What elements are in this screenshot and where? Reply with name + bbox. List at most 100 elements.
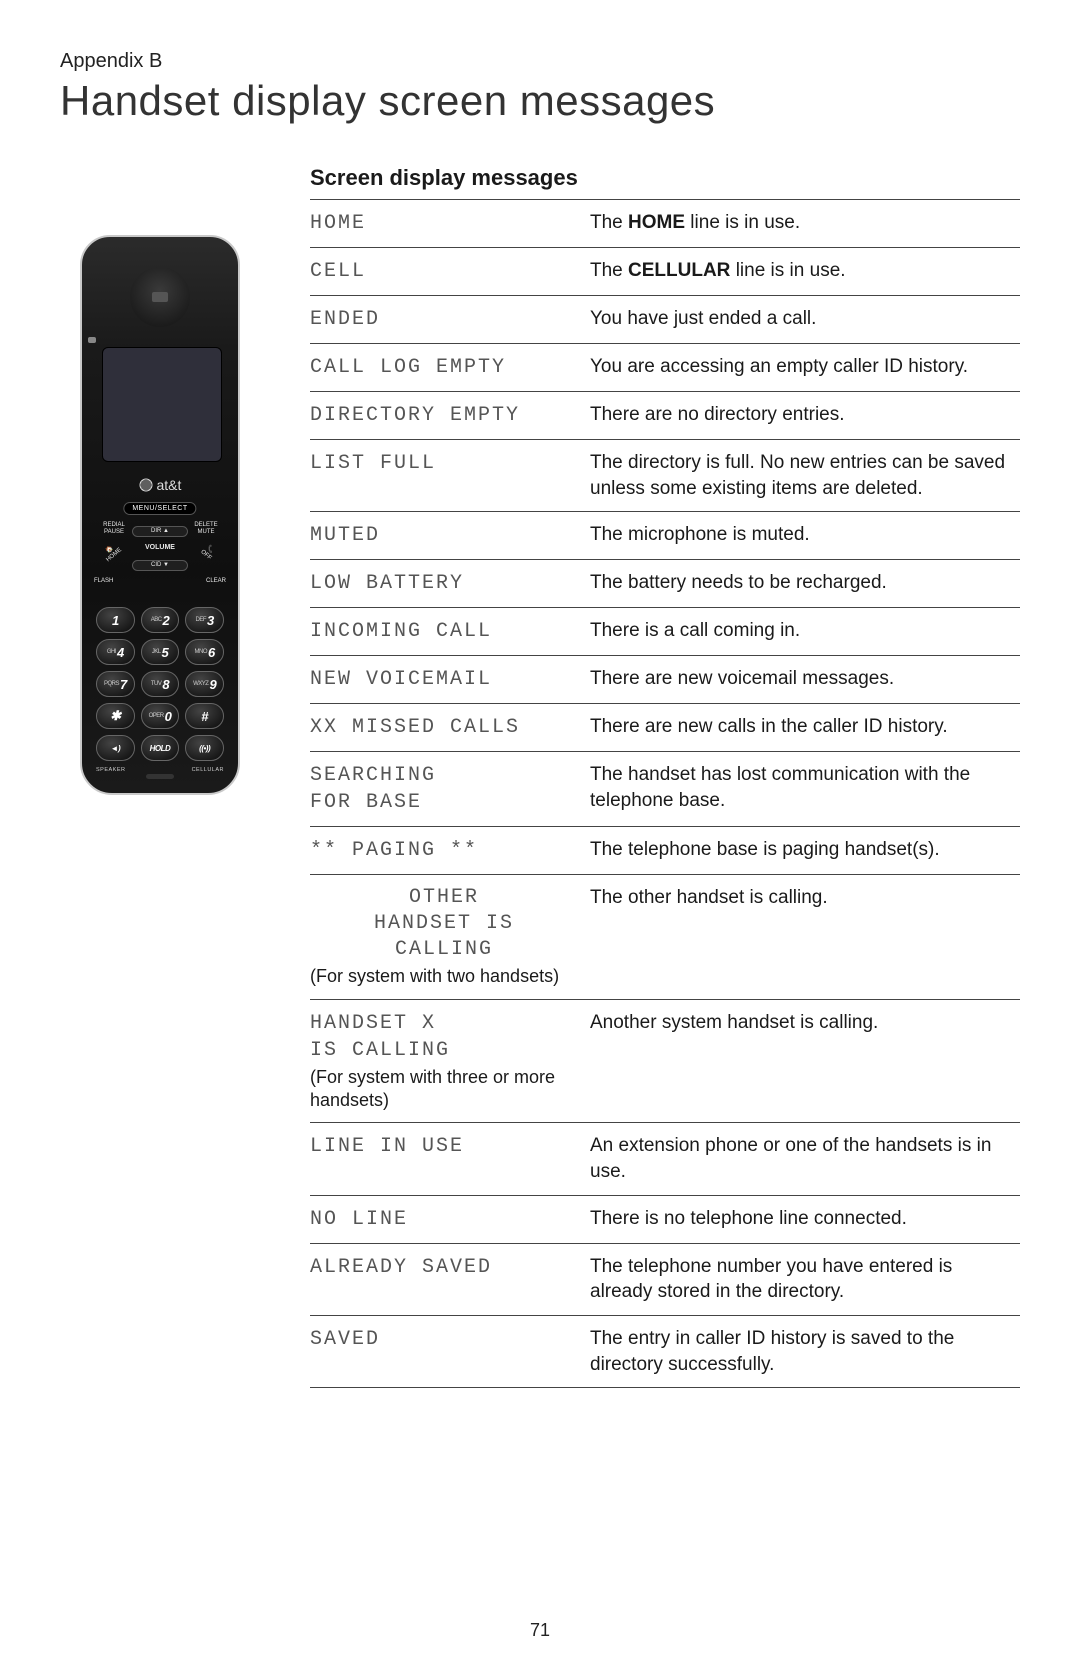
lcd-text: LIST FULL: [310, 452, 436, 475]
lcd-text: XX MISSED CALLS: [310, 716, 520, 739]
table-row: CELL The CELLULAR line is in use.: [310, 248, 1020, 296]
lcd-message-cell: LIST FULL: [310, 440, 590, 512]
section-title: Screen display messages: [310, 165, 1020, 191]
description-cell: The other handset is calling.: [590, 875, 1020, 999]
description-cell: The directory is full. No new entries ca…: [590, 440, 1020, 512]
brand-text: at&t: [156, 477, 181, 493]
messages-table: HOME The HOME line is in use. CELL The CELL…: [310, 199, 1020, 1388]
table-row: LINE IN USEAn extension phone or one of …: [310, 1123, 1020, 1195]
keypad-key-0: 1: [96, 607, 135, 633]
description-cell: The battery needs to be recharged.: [590, 560, 1020, 608]
lcd-message-cell: MUTED: [310, 512, 590, 560]
keypad-key-10: OPER0: [141, 703, 180, 729]
lcd-message-cell: HANDSET XIS CALLING(For system with thre…: [310, 999, 590, 1123]
lcd-text: HOME: [310, 212, 366, 235]
description-cell: There are new calls in the caller ID his…: [590, 704, 1020, 752]
led-icon: [88, 337, 96, 343]
handset-screen: [102, 347, 222, 462]
nav-flash: FLASH: [94, 578, 113, 585]
description-cell: There are no directory entries.: [590, 392, 1020, 440]
description-cell: The CELLULAR line is in use.: [590, 248, 1020, 296]
lcd-message-cell: SAVED: [310, 1316, 590, 1388]
keypad-key-13: HOLD: [141, 735, 180, 761]
lcd-text: MUTED: [310, 524, 380, 547]
lcd-message-cell: CELL: [310, 248, 590, 296]
lcd-message-cell: LOW BATTERY: [310, 560, 590, 608]
description-cell: There is no telephone line connected.: [590, 1195, 1020, 1243]
table-row: CALL LOG EMPTY You are accessing an empty…: [310, 344, 1020, 392]
nav-delete-mute: DELETE MUTE: [186, 522, 226, 535]
lcd-message-cell: ENDED: [310, 296, 590, 344]
lcd-text: DIRECTORY EMPTY: [310, 404, 520, 427]
lcd-message-cell: NO LINE: [310, 1195, 590, 1243]
description-cell: There are new voicemail messages.: [590, 656, 1020, 704]
lcd-message-cell: NEW VOICEMAIL: [310, 656, 590, 704]
table-row: OTHERHANDSET ISCALLING(For system with t…: [310, 875, 1020, 999]
keypad-key-9: ✱: [96, 703, 135, 729]
table-row: HOME The HOME line is in use.: [310, 200, 1020, 248]
description-cell: The handset has lost communication with …: [590, 752, 1020, 827]
lcd-text: NEW VOICEMAIL: [310, 668, 492, 691]
table-row: ENDEDYou have just ended a call.: [310, 296, 1020, 344]
menu-select-button: MENU/SELECT: [123, 502, 196, 515]
keypad-key-3: GHI4: [96, 639, 135, 665]
nav-redial-pause: REDIAL PAUSE: [94, 522, 134, 535]
keypad-key-1: ABC2: [141, 607, 180, 633]
description-cell: The microphone is muted.: [590, 512, 1020, 560]
page-number: 71: [530, 1620, 550, 1641]
description-cell: You have just ended a call.: [590, 296, 1020, 344]
keypad-key-4: JKL5: [141, 639, 180, 665]
lcd-text: LOW BATTERY: [310, 572, 464, 595]
handset-body: at&t MENU/SELECT REDIAL PAUSE DELETE MUT…: [80, 235, 240, 795]
nav-cid-down: CID ▼: [132, 560, 188, 571]
lcd-text: ALREADY SAVED: [310, 1256, 492, 1279]
description-cell: The telephone base is paging handset(s).: [590, 827, 1020, 875]
key-bottom-labels: SPEAKER CELLULAR: [96, 767, 224, 773]
messages-column: Screen display messages HOME The HOME lin…: [310, 165, 1020, 1388]
lcd-message-cell: ** PAGING **: [310, 827, 590, 875]
lcd-text: HANDSET XIS CALLING: [310, 1012, 450, 1062]
description-cell: The telephone number you have entered is…: [590, 1243, 1020, 1315]
table-row: ** PAGING **The telephone base is paging…: [310, 827, 1020, 875]
handset-column: at&t MENU/SELECT REDIAL PAUSE DELETE MUT…: [60, 165, 260, 795]
nav-volume: VOLUME: [132, 544, 188, 552]
lcd-text: CELL: [310, 260, 366, 283]
keypad-key-14: ((•)): [185, 735, 224, 761]
lcd-text: CALL LOG EMPTY: [310, 356, 506, 379]
lcd-text: NO LINE: [310, 1208, 408, 1231]
table-row: MUTED The microphone is muted.: [310, 512, 1020, 560]
nav-dir-up: DIR ▲: [132, 526, 188, 537]
lcd-message-cell: ALREADY SAVED: [310, 1243, 590, 1315]
description-cell: There is a call coming in.: [590, 608, 1020, 656]
nav-clear: CLEAR: [206, 578, 226, 585]
table-row: NEW VOICEMAIL There are new voicemail mes…: [310, 656, 1020, 704]
lcd-text: SAVED: [310, 1328, 380, 1351]
lcd-message-cell: XX MISSED CALLS: [310, 704, 590, 752]
lcd-message-cell: SEARCHINGFOR BASE: [310, 752, 590, 827]
description-cell: An extension phone or one of the handset…: [590, 1123, 1020, 1195]
lcd-message-cell: CALL LOG EMPTY: [310, 344, 590, 392]
keypad: 1ABC2DEF3GHI4JKL5MNO6PQRS7TUV8WXYZ9✱OPER…: [96, 607, 224, 761]
lcd-message-cell: LINE IN USE: [310, 1123, 590, 1195]
brand-label: at&t: [82, 477, 238, 493]
speaker-icon: [130, 267, 190, 327]
table-row: DIRECTORY EMPTY There are no directory en…: [310, 392, 1020, 440]
lcd-text: OTHERHANDSET ISCALLING: [310, 885, 578, 963]
nav-off-icon: 📞OFF: [188, 535, 227, 571]
mic-icon: [146, 774, 174, 779]
lcd-message-cell: DIRECTORY EMPTY: [310, 392, 590, 440]
speaker-label: SPEAKER: [96, 767, 125, 773]
keypad-key-6: PQRS7: [96, 671, 135, 697]
table-row: LIST FULL The directory is full. No new e…: [310, 440, 1020, 512]
description-cell: Another system handset is calling.: [590, 999, 1020, 1123]
lcd-note: (For system with three or more handsets): [310, 1066, 578, 1113]
description-cell: You are accessing an empty caller ID his…: [590, 344, 1020, 392]
keypad-key-8: WXYZ9: [185, 671, 224, 697]
table-row: INCOMING CALLThere is a call coming in.: [310, 608, 1020, 656]
keypad-key-5: MNO6: [185, 639, 224, 665]
table-row: HANDSET XIS CALLING(For system with thre…: [310, 999, 1020, 1123]
table-row: XX MISSED CALLS There are new calls in th…: [310, 704, 1020, 752]
table-row: LOW BATTERY The battery needs to be recha…: [310, 560, 1020, 608]
keypad-key-7: TUV8: [141, 671, 180, 697]
description-cell: The HOME line is in use.: [590, 200, 1020, 248]
